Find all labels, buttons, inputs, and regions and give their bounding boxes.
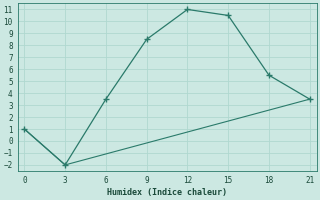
X-axis label: Humidex (Indice chaleur): Humidex (Indice chaleur) [107, 188, 227, 197]
